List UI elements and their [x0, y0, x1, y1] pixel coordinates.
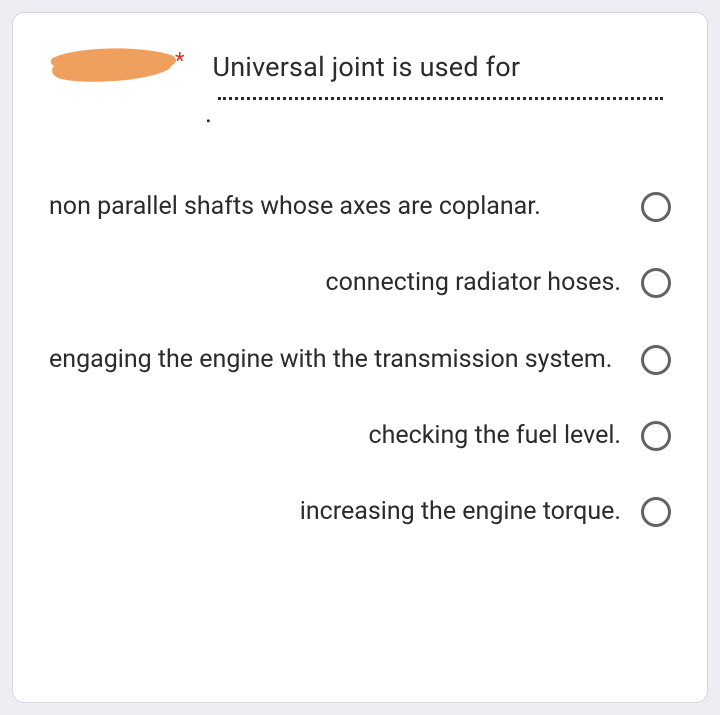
option-row[interactable]: connecting radiator hoses.: [49, 245, 671, 321]
option-row[interactable]: checking the fuel level.: [49, 398, 671, 474]
radio-icon[interactable]: [641, 192, 671, 222]
option-label: non parallel shafts whose axes are copla…: [49, 189, 621, 225]
blank-line: [218, 97, 663, 100]
question-header: * Universal joint is used for .: [49, 45, 671, 129]
option-row[interactable]: engaging the engine with the transmissio…: [49, 322, 671, 398]
option-row[interactable]: non parallel shafts whose axes are copla…: [49, 169, 671, 245]
radio-icon[interactable]: [641, 421, 671, 451]
question-card: * Universal joint is used for . non para…: [12, 12, 708, 703]
radio-icon[interactable]: [641, 497, 671, 527]
option-label: increasing the engine torque.: [49, 494, 621, 530]
question-line: * Universal joint is used for: [49, 45, 671, 89]
question-text: Universal joint is used for: [212, 51, 520, 83]
option-label: engaging the engine with the transmissio…: [49, 342, 621, 378]
option-row[interactable]: increasing the engine torque.: [49, 474, 671, 550]
redacted-marker: [49, 45, 179, 89]
radio-icon[interactable]: [641, 268, 671, 298]
option-label: checking the fuel level.: [49, 418, 621, 454]
blank-line-wrap: .: [49, 97, 671, 129]
radio-icon[interactable]: [641, 345, 671, 375]
blank-line-dot: .: [205, 97, 212, 129]
option-label: connecting radiator hoses.: [49, 265, 621, 301]
